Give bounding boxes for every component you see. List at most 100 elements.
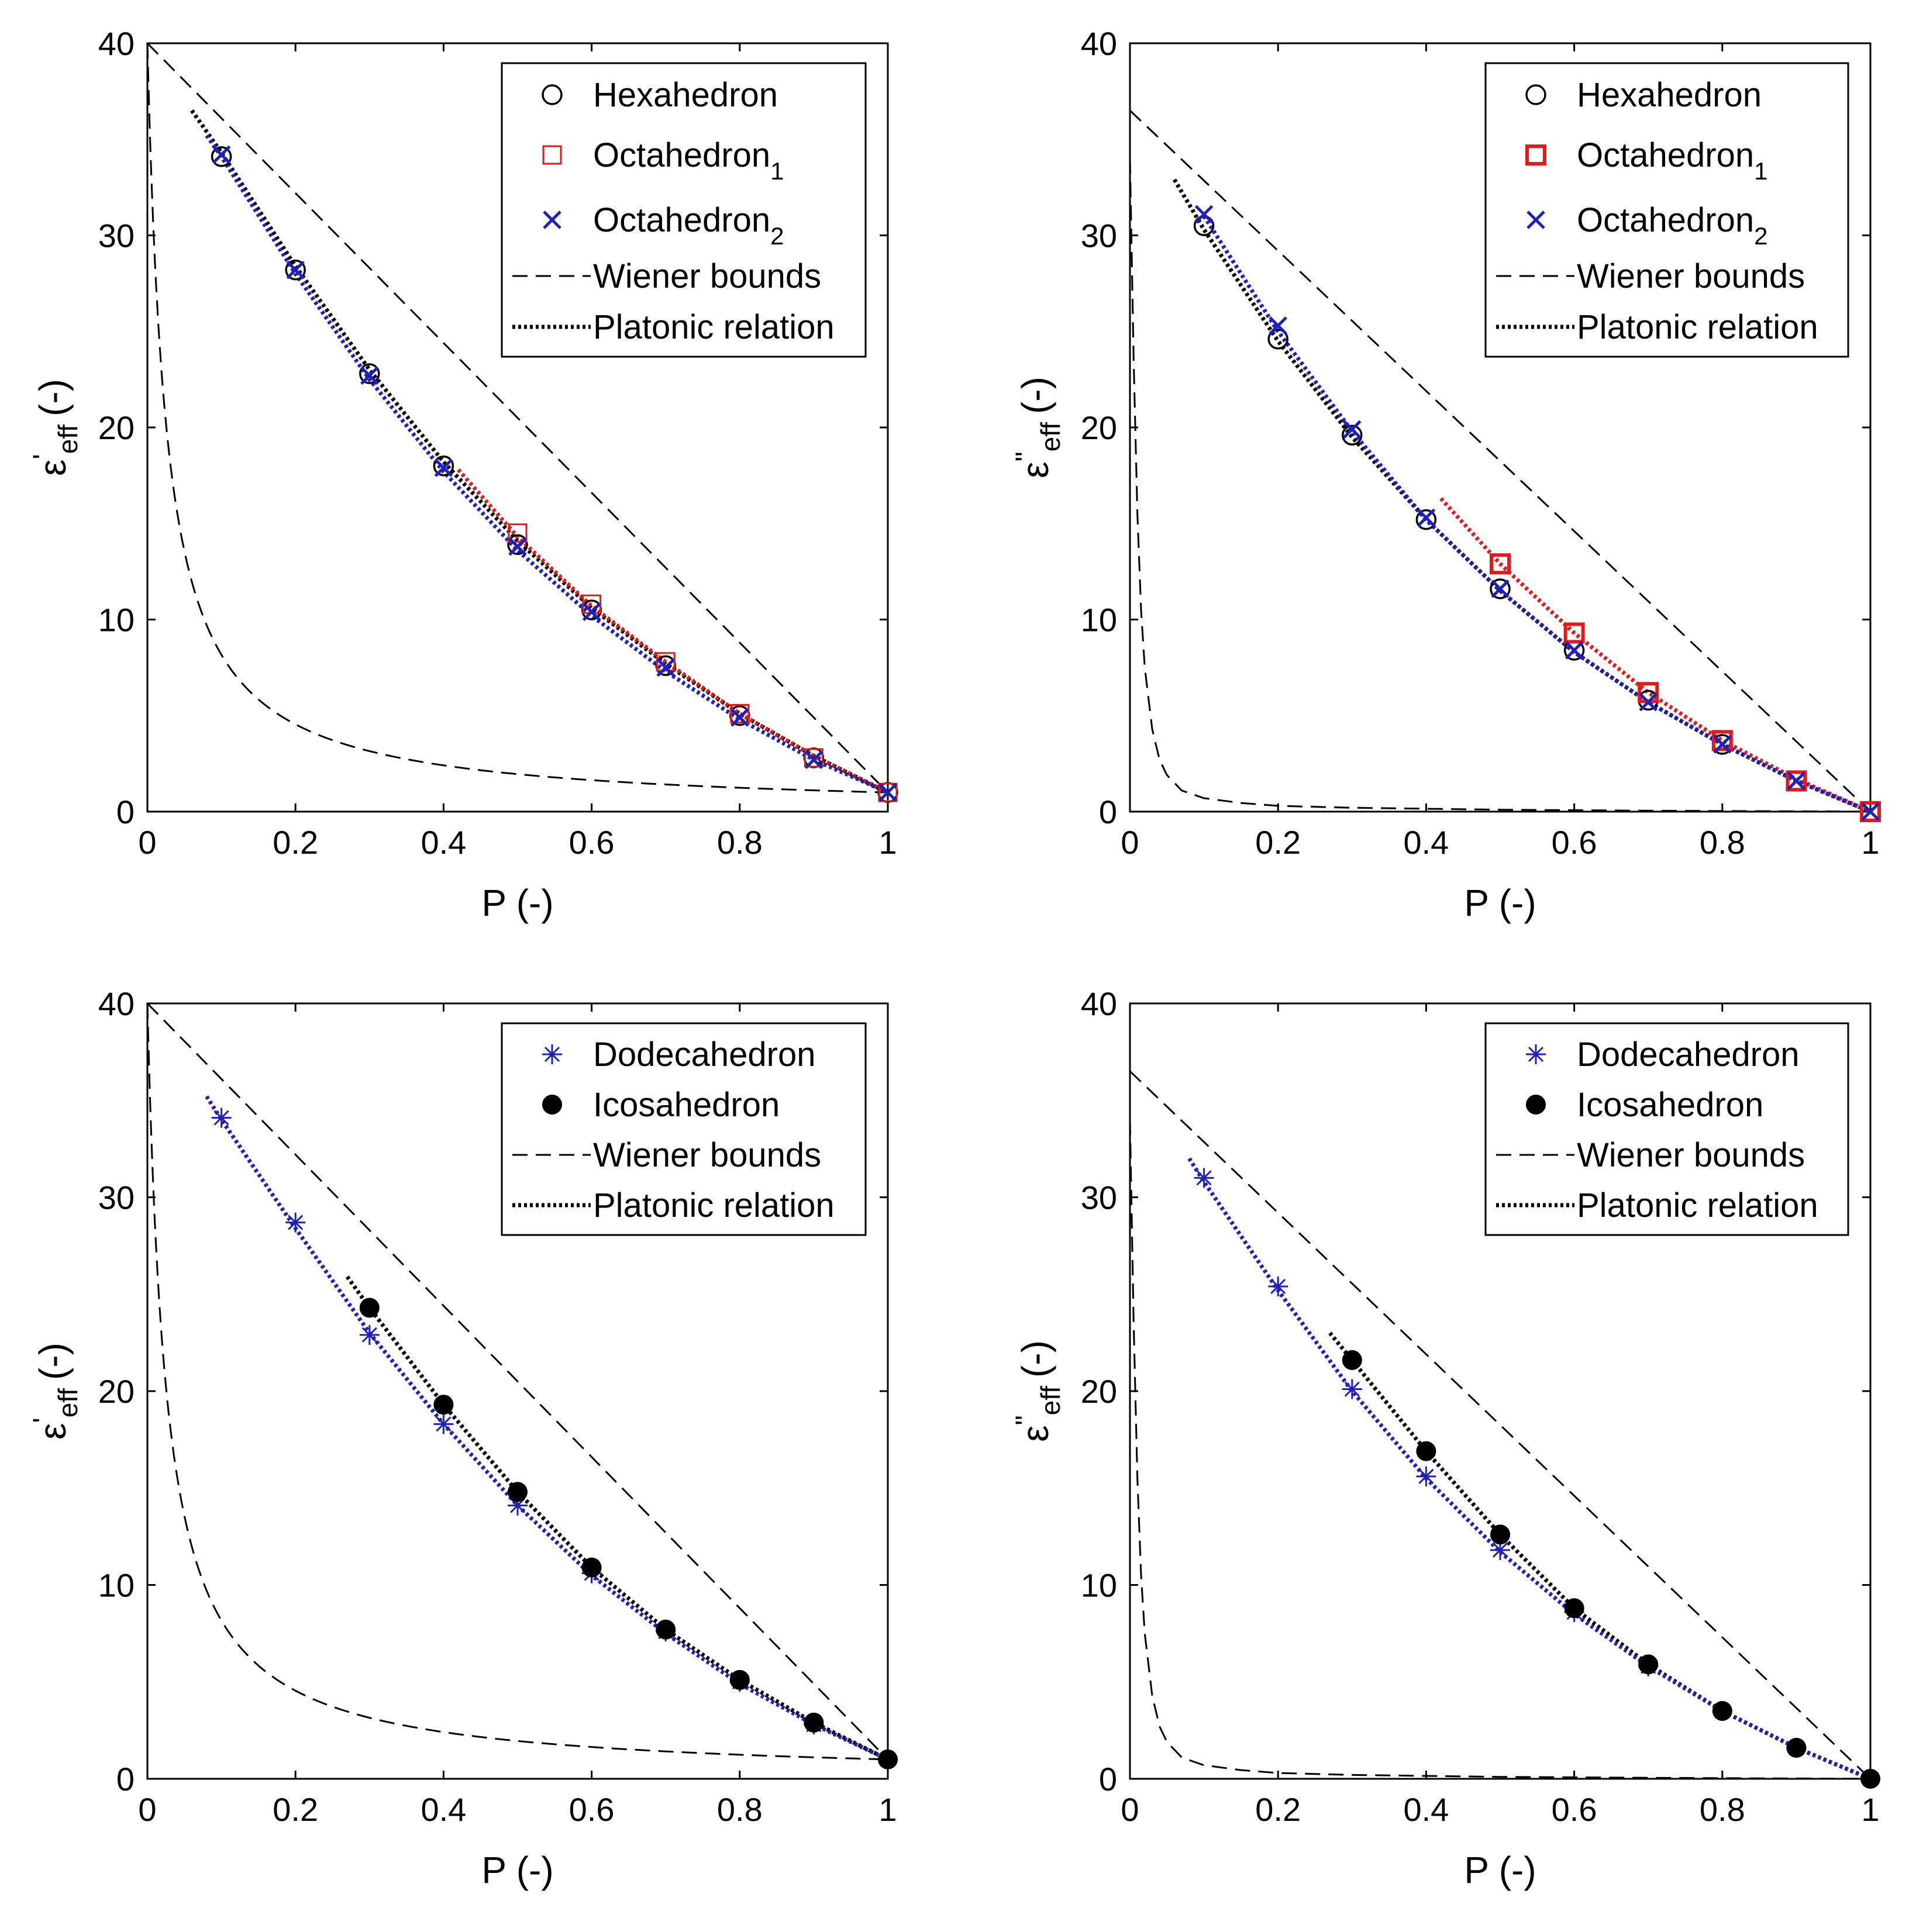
x-tick-label: 0.8 (717, 824, 763, 861)
data-point (1712, 1700, 1732, 1721)
legend-marker (1525, 84, 1546, 105)
legend-label-text: Platonic relation (1577, 308, 1818, 346)
y-axis-unit: (-) (1014, 377, 1056, 414)
y-tick-label: 10 (1081, 602, 1117, 639)
data-point (1638, 1654, 1659, 1675)
x-tick-label: 1 (1861, 824, 1879, 861)
curve-wiener-upper (147, 43, 888, 794)
curve-platonic-relation (190, 109, 888, 795)
data-point (285, 1212, 306, 1233)
data-point (1415, 509, 1437, 530)
legend-label-text: Wiener bounds (1577, 1136, 1805, 1174)
y-tick-label: 40 (1081, 25, 1117, 62)
curve-wiener-lower (147, 1003, 888, 1761)
legend-label-text: Icosahedron (593, 1086, 780, 1124)
x-tick-label: 0.6 (1552, 824, 1597, 861)
legend-label: Octahedron2 (593, 201, 784, 250)
x-tick-label: 0.4 (1403, 824, 1449, 861)
legend-label-text: Octahedron (593, 136, 770, 174)
y-tick-label: 20 (98, 1373, 135, 1410)
data-point (804, 1712, 824, 1733)
series-icosahedron (1342, 1350, 1880, 1789)
x-tick-label: 0.8 (1700, 824, 1745, 861)
x-tick-label: 0.2 (273, 1791, 318, 1828)
legend-label: Dodecahedron (593, 1036, 816, 1074)
y-axis-subscript: eff (1035, 422, 1066, 452)
data-point (656, 652, 676, 672)
data-point (878, 782, 898, 802)
legend-label-text: Wiener bounds (593, 257, 821, 295)
y-axis-unit: (-) (32, 1343, 74, 1380)
legend-marker (542, 1095, 562, 1115)
data-point (1417, 508, 1436, 527)
data-point (1194, 1168, 1214, 1188)
y-axis-subscript: eff (53, 1388, 83, 1418)
curve-wiener-lower (1130, 1119, 1870, 1779)
legend-box (501, 1022, 867, 1236)
data-point (211, 146, 232, 167)
curve-wiener-upper (1130, 1070, 1870, 1779)
legend-label-text: Wiener bounds (1577, 257, 1805, 295)
legend-box (501, 62, 867, 358)
x-tick-label: 1 (1861, 1791, 1879, 1828)
x-axis-title: P (-) (481, 882, 553, 924)
x-tick-label: 0.8 (1700, 1791, 1745, 1828)
data-point (360, 366, 379, 385)
y-tick-label: 10 (98, 602, 135, 639)
y-tick-label: 20 (1081, 409, 1117, 446)
y-axis-symbol: ε (32, 459, 74, 476)
legend-label: Octahedron2 (1577, 201, 1767, 250)
data-point (1268, 1276, 1288, 1296)
x-tick-label: 0.4 (1403, 1791, 1449, 1828)
data-point (508, 1495, 528, 1516)
y-tick-label: 40 (1081, 985, 1117, 1022)
data-point (1639, 692, 1658, 712)
data-point (1565, 641, 1584, 660)
y-axis-prime: ' (28, 1417, 59, 1423)
data-point (804, 750, 823, 770)
data-point (582, 602, 601, 622)
legend-label: Octahedron1 (1577, 136, 1767, 185)
legend-marker (1526, 1044, 1546, 1064)
legend-label: Platonic relation (593, 308, 835, 346)
legend-marker (1525, 144, 1546, 165)
legend-label: Icosahedron (593, 1086, 780, 1124)
curves-layer (147, 43, 888, 795)
data-point (1267, 329, 1288, 350)
legend-box (1484, 62, 1849, 358)
y-tick-label: 40 (98, 985, 135, 1022)
y-tick-label: 0 (116, 794, 135, 830)
legend-label-text: Wiener bounds (593, 1136, 821, 1174)
y-tick-label: 10 (1081, 1567, 1117, 1604)
legend: Dodecahedron Icosahedron Wiener bounds Plat… (1484, 1022, 1849, 1236)
y-axis-symbol: ε (32, 1423, 74, 1440)
y-tick-label: 20 (98, 409, 135, 446)
data-point (433, 1414, 454, 1434)
data-point (878, 783, 897, 802)
y-tick-label: 30 (98, 218, 135, 254)
data-point (1342, 1350, 1362, 1370)
y-tick-label: 30 (1081, 218, 1117, 254)
legend-label-subscript: 1 (1754, 157, 1767, 185)
data-point (1194, 205, 1214, 224)
data-point (212, 145, 231, 164)
legend-label-text: Hexahedron (1577, 76, 1762, 114)
data-point (1343, 420, 1362, 439)
data-point (1490, 1540, 1510, 1560)
legend-marker (542, 1044, 562, 1064)
y-axis-unit: (-) (1014, 1340, 1056, 1378)
data-point (508, 523, 528, 543)
legend-label: Platonic relation (593, 1186, 835, 1224)
data-point (1490, 578, 1511, 599)
data-point (1193, 215, 1215, 236)
y-axis-title: ε"eff (-) (1011, 1340, 1066, 1442)
data-point (508, 1482, 528, 1502)
y-axis-prime: " (1011, 451, 1042, 461)
legend-marker (1526, 211, 1545, 229)
legend-label: Platonic relation (1577, 1186, 1818, 1224)
legend-label: Hexahedron (1577, 76, 1762, 114)
x-tick-label: 0.4 (421, 1791, 466, 1828)
